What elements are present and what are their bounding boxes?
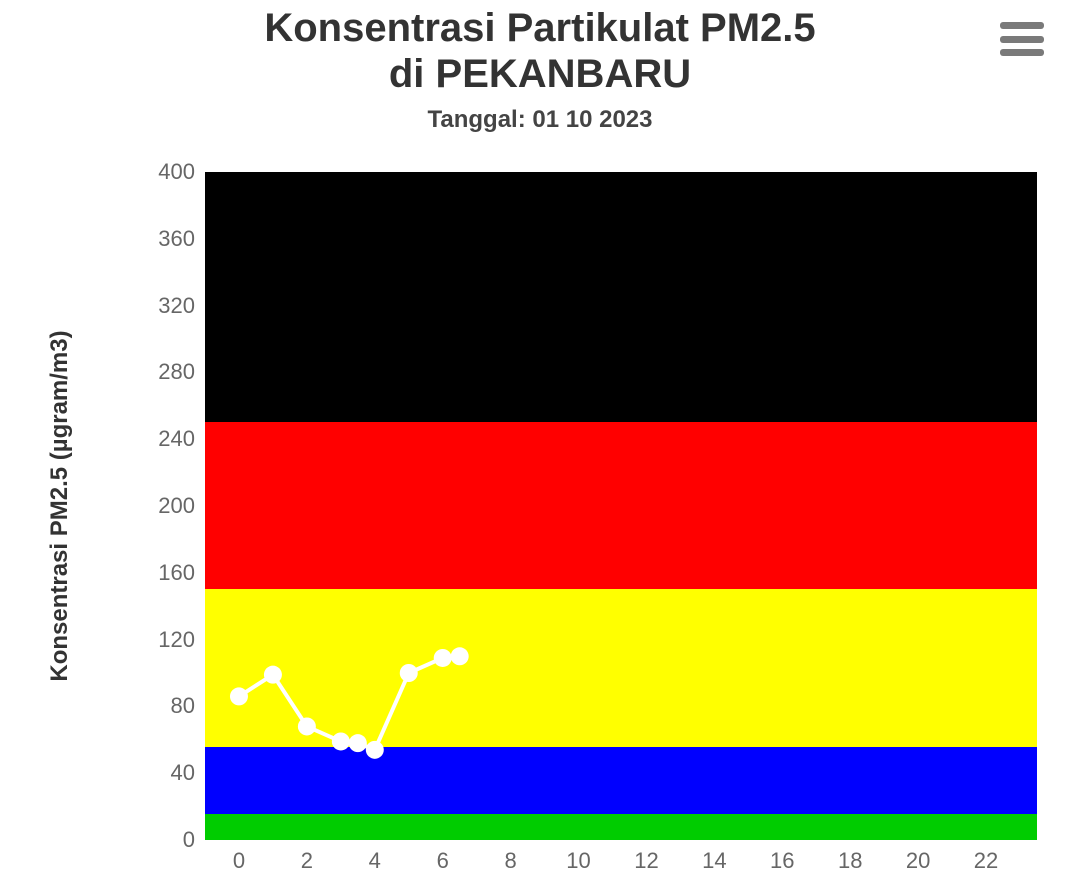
hamburger-icon bbox=[1000, 36, 1044, 43]
x-tick-label: 4 bbox=[369, 848, 381, 874]
line-series-layer bbox=[205, 172, 1037, 840]
y-tick-label: 160 bbox=[158, 560, 195, 586]
y-tick-label: 240 bbox=[158, 426, 195, 452]
data-point[interactable] bbox=[366, 741, 384, 759]
data-point[interactable] bbox=[349, 734, 367, 752]
x-tick-label: 8 bbox=[505, 848, 517, 874]
data-point[interactable] bbox=[434, 649, 452, 667]
x-tick-label: 0 bbox=[233, 848, 245, 874]
y-axis-title: Konsentrasi PM2.5 (µgram/m3) bbox=[46, 206, 74, 806]
y-tick-label: 80 bbox=[171, 693, 195, 719]
hamburger-icon bbox=[1000, 22, 1044, 29]
y-tick-label: 40 bbox=[171, 760, 195, 786]
chart-menu-button[interactable] bbox=[1000, 22, 1044, 56]
hamburger-icon bbox=[1000, 49, 1044, 56]
y-tick-label: 120 bbox=[158, 627, 195, 653]
x-tick-label: 10 bbox=[566, 848, 590, 874]
x-tick-label: 2 bbox=[301, 848, 313, 874]
data-point[interactable] bbox=[400, 664, 418, 682]
x-tick-label: 16 bbox=[770, 848, 794, 874]
x-tick-label: 20 bbox=[906, 848, 930, 874]
chart-title-line2: di PEKANBARU bbox=[0, 52, 1080, 97]
data-point[interactable] bbox=[264, 666, 282, 684]
plot-area: 0408012016020024028032036040002468101214… bbox=[205, 172, 1037, 840]
y-tick-label: 360 bbox=[158, 226, 195, 252]
y-tick-label: 200 bbox=[158, 493, 195, 519]
y-tick-label: 280 bbox=[158, 359, 195, 385]
chart-title-line1: Konsentrasi Partikulat PM2.5 bbox=[0, 6, 1080, 51]
x-tick-label: 22 bbox=[974, 848, 998, 874]
data-point[interactable] bbox=[298, 717, 316, 735]
data-point[interactable] bbox=[451, 647, 469, 665]
y-tick-label: 0 bbox=[183, 827, 195, 853]
x-tick-label: 18 bbox=[838, 848, 862, 874]
x-tick-label: 14 bbox=[702, 848, 726, 874]
x-tick-label: 12 bbox=[634, 848, 658, 874]
data-point[interactable] bbox=[230, 687, 248, 705]
x-tick-label: 6 bbox=[437, 848, 449, 874]
y-tick-label: 400 bbox=[158, 159, 195, 185]
data-point[interactable] bbox=[332, 732, 350, 750]
y-tick-label: 320 bbox=[158, 293, 195, 319]
chart-subtitle: Tanggal: 01 10 2023 bbox=[0, 106, 1080, 134]
